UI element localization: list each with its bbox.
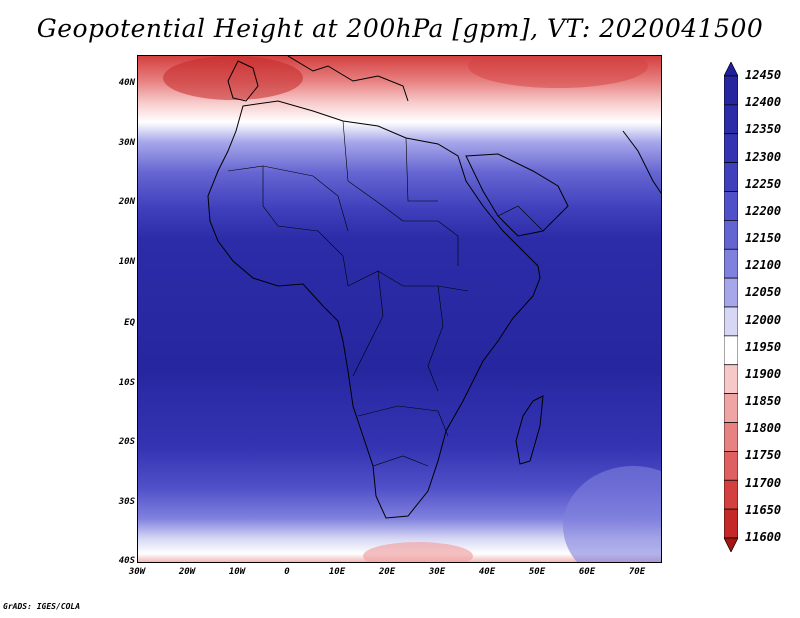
border-central-africa — [347, 270, 469, 292]
grads-credit: GrADS: IGES/COLA — [3, 602, 81, 611]
asia-coast — [622, 130, 661, 194]
colorbar-segment — [724, 335, 738, 366]
arabia-outline — [465, 153, 569, 237]
colorbar-label: 11900 — [745, 366, 782, 381]
iberia-outline — [227, 60, 259, 102]
colorbar-label: 11850 — [745, 394, 782, 409]
colorbar-label: 12400 — [745, 95, 782, 110]
x-tick-70e: 70E — [628, 567, 646, 577]
y-tick-30n: 30N — [118, 138, 135, 148]
border-great-lakes — [427, 285, 444, 392]
colorbar-label: 12450 — [745, 68, 782, 82]
border-arabia — [497, 205, 544, 232]
colorbar-label: 12350 — [745, 122, 782, 137]
europe-coast — [287, 56, 409, 102]
colorbar-segment — [724, 277, 738, 308]
border-algeria — [262, 165, 349, 232]
x-tick-30e: 30E — [428, 567, 446, 577]
colorbar-label: 11750 — [745, 448, 782, 463]
y-tick-10s: 10S — [118, 378, 135, 388]
colorbar-label: 11650 — [745, 502, 782, 517]
y-tick-40s: 40S — [118, 556, 135, 566]
colorbar-segment — [724, 451, 738, 481]
y-tick-30s: 30S — [118, 497, 135, 507]
colorbar-label: 11700 — [745, 475, 782, 490]
colorbar-segment — [724, 75, 738, 106]
colorbar-segment — [724, 104, 738, 135]
colorbar-segment — [724, 364, 738, 394]
colorbar — [724, 62, 738, 552]
y-tick-10n: 10N — [118, 257, 135, 267]
border-southern-africa — [357, 405, 449, 437]
colorbar-segment — [724, 306, 738, 337]
x-tick-0: 0 — [284, 567, 290, 577]
low-height-cell-west — [163, 56, 303, 100]
colorbar-label: 11950 — [745, 339, 782, 354]
colorbar-bottom-arrow — [724, 537, 738, 552]
colorbar-label: 12100 — [745, 258, 782, 273]
colorbar-segment — [724, 393, 738, 423]
colorbar-label: 12300 — [745, 149, 782, 164]
x-tick-20e: 20E — [378, 567, 396, 577]
x-tick-40e: 40E — [478, 567, 496, 577]
colorbar-segment — [724, 191, 738, 221]
x-tick-30w: 30W — [128, 567, 146, 577]
border-libya — [342, 120, 404, 222]
colorbar-segment — [724, 133, 738, 163]
x-tick-20w: 20W — [178, 567, 196, 577]
x-tick-10e: 10E — [328, 567, 346, 577]
colorbar-label: 12200 — [745, 203, 782, 218]
geopotential-map — [138, 56, 661, 562]
border-egypt — [405, 137, 438, 202]
height-field — [138, 56, 661, 562]
low-height-cell-east — [468, 56, 648, 88]
africa-outline — [207, 100, 541, 519]
colorbar-segment — [724, 248, 738, 279]
colorbar-segment — [724, 508, 738, 539]
x-tick-60e: 60E — [578, 567, 596, 577]
colorbar-label: 12000 — [745, 312, 782, 327]
y-tick-40n: 40N — [118, 78, 135, 88]
border-congo-west — [352, 270, 384, 377]
x-tick-50e: 50E — [528, 567, 546, 577]
y-tick-20s: 20S — [118, 437, 135, 447]
southern-warm-patch — [363, 542, 473, 562]
colorbar-label: 12150 — [745, 231, 782, 246]
colorbar-segment — [724, 479, 738, 510]
colorbar-top-arrow — [724, 62, 738, 77]
colorbar-label: 12250 — [745, 176, 782, 191]
y-tick-eq: EQ — [124, 318, 135, 328]
colorbar-segment — [724, 422, 738, 452]
madagascar-outline — [515, 395, 544, 465]
southern-gradient-east — [563, 466, 661, 562]
y-tick-20n: 20N — [118, 197, 135, 207]
colorbar-label: 12050 — [745, 285, 782, 300]
map-title: Geopotential Height at 200hPa [gpm], VT:… — [36, 14, 764, 43]
country-borders — [227, 120, 544, 467]
map-panel — [137, 55, 662, 563]
colorbar-segment — [724, 220, 738, 250]
colorbar-segment — [724, 162, 738, 192]
colorbar-label: 11600 — [745, 530, 782, 544]
x-tick-10w: 10W — [228, 567, 246, 577]
border-south-africa — [372, 455, 429, 467]
coastlines — [207, 56, 661, 519]
colorbar-label: 11800 — [745, 421, 782, 436]
border-sudan — [403, 220, 459, 266]
